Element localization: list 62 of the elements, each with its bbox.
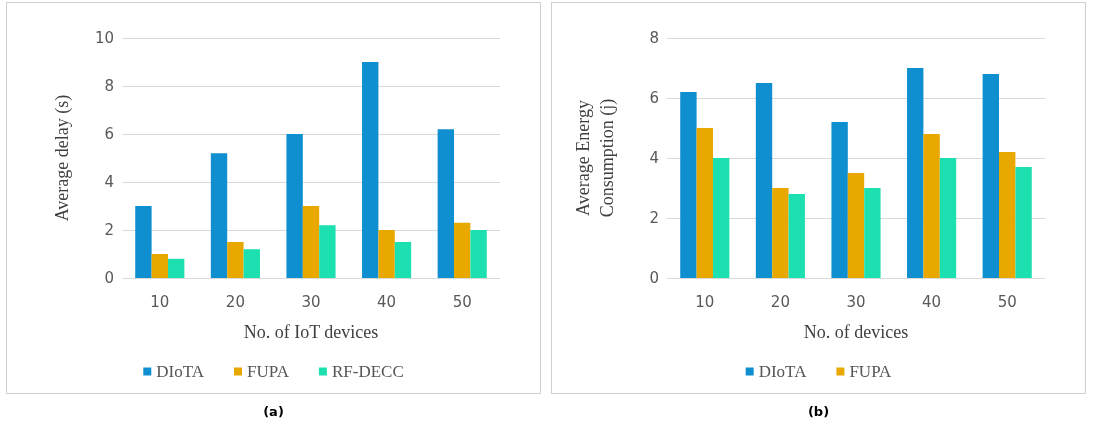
bar [437,129,455,278]
bar [923,134,940,278]
bar [470,230,487,278]
y-tick-label: 4 [104,173,114,191]
bar [788,194,805,278]
bar [772,188,789,278]
x-tick-label: 40 [377,292,397,311]
bar [982,74,1000,278]
bar [378,230,395,278]
y-tick-label: 0 [649,269,659,287]
bar [286,134,303,278]
bar [907,68,924,278]
legend-label: DIoTA [758,362,808,381]
bar [394,242,412,278]
bar [243,249,260,278]
bar [167,258,185,278]
y-tick-label: 8 [649,29,659,47]
bar [864,188,881,278]
x-tick-label: 50 [452,292,472,311]
y-tick-label: 4 [649,149,659,167]
x-axis-title: No. of devices [803,322,909,342]
bar [847,173,865,278]
y-axis-title: Average delay (s) [52,94,73,222]
y-tick-label: 6 [104,125,114,143]
x-tick-label: 50 [997,292,1017,311]
bar [755,83,773,278]
legend-label: FUPA [247,362,290,381]
bar [362,62,379,278]
bar [939,158,957,278]
bar [227,242,244,278]
x-tick-label: 30 [846,292,866,311]
y-tick-label: 6 [649,89,659,107]
legend-label: FUPA [849,362,893,381]
x-tick-label: 10 [695,292,715,311]
bar [319,225,336,278]
text: (b) [806,404,831,419]
x-axis-title: No. of IoT devices [243,322,379,342]
x-tick-label: 20 [225,292,245,311]
legend-label: RF-DECC [331,362,404,381]
bar [696,128,713,278]
y-axis-title: Average Energy Consumption (j) [573,98,618,218]
bar [1015,167,1032,278]
y-tick-label: 0 [104,269,114,287]
x-tick-label: 40 [922,292,942,311]
x-tick-label: 10 [150,292,170,311]
bar [712,158,730,278]
bar [999,152,1016,278]
bar [302,206,320,278]
legend-label: DIoTA [156,362,205,381]
bar [210,153,228,278]
bar [151,254,168,278]
bar [831,122,848,278]
y-tick-label: 8 [104,77,114,95]
y-tick-label: 10 [94,29,114,47]
x-tick-label: 30 [301,292,321,311]
text: (a) [262,404,285,419]
bar [135,206,152,278]
x-tick-label: 20 [770,292,790,311]
bar [680,92,697,278]
y-tick-label: 2 [104,221,114,239]
bar [454,222,471,278]
y-tick-label: 2 [649,209,659,227]
